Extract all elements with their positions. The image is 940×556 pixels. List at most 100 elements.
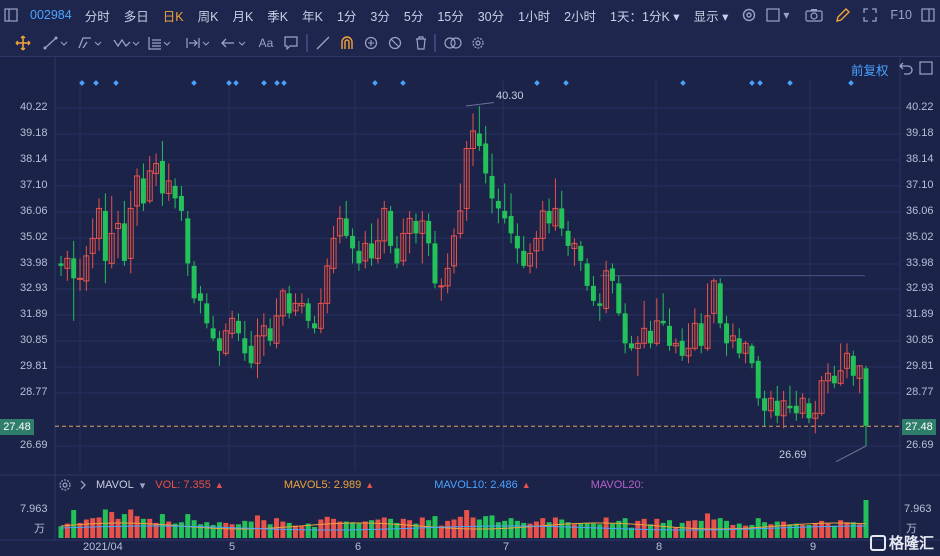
candle-body [653, 320, 660, 344]
hide-icon[interactable] [386, 34, 404, 52]
layout-icon[interactable] [921, 8, 935, 22]
crosshair-icon[interactable] [14, 34, 32, 52]
drawing-toolbar: Aa [0, 30, 940, 57]
chevron-down-icon[interactable]: ▾ [139, 479, 146, 492]
arrow-tool-icon[interactable] [220, 34, 250, 52]
period-tab[interactable]: 30分 [477, 9, 505, 24]
candle-body [622, 313, 628, 344]
interval-select[interactable]: 1天：1分K ▾ [603, 6, 687, 25]
date-tick-label: 2021/04 [83, 541, 123, 553]
candlestick-chart[interactable] [0, 57, 940, 556]
period-tab[interactable]: 季K [267, 9, 289, 24]
settings-icon[interactable] [741, 7, 757, 23]
candle-body [450, 235, 457, 267]
volume-bar [394, 522, 400, 538]
price-tick-label: 35.02 [906, 231, 934, 243]
magnet-icon[interactable] [338, 34, 356, 52]
period-tab[interactable]: 1小时 [518, 9, 551, 24]
candle-body [406, 217, 413, 234]
text-tool-icon[interactable]: Aa [258, 36, 274, 50]
high-pointer-line [465, 102, 495, 107]
volume-bar [502, 520, 508, 538]
period-tab[interactable]: 1分 [336, 9, 357, 24]
candle-body [273, 315, 280, 344]
chevron-down-icon[interactable]: ▾ [783, 8, 790, 22]
period-tab[interactable]: 5分 [403, 9, 424, 24]
period-tab[interactable]: 2小时 [564, 9, 597, 24]
volume-bar [109, 512, 115, 538]
event-marker-icon [400, 80, 406, 86]
ruler-icon[interactable] [314, 34, 332, 52]
candle-body [185, 218, 191, 264]
reset-icon[interactable] [919, 61, 933, 78]
settings-icon[interactable] [58, 478, 72, 492]
volume-bar [552, 517, 558, 538]
chevron-right-icon[interactable] [78, 479, 88, 491]
candle-body [533, 237, 540, 252]
candle-body [590, 285, 596, 301]
trash-icon[interactable] [412, 34, 430, 52]
volume-bar [730, 524, 736, 538]
candle-body [824, 372, 831, 382]
wave-tool-icon[interactable] [112, 34, 142, 52]
volume-bar [540, 518, 546, 538]
camera-icon[interactable] [805, 8, 823, 22]
price-tick-label: 29.81 [906, 360, 934, 372]
candle-body [603, 270, 610, 309]
current-price-tag-left: 27.48 [0, 419, 34, 435]
volume-bar [83, 519, 89, 538]
gear-icon[interactable] [469, 34, 487, 52]
price-tick-label: 37.10 [20, 179, 48, 191]
candle-body [115, 222, 122, 229]
period-tab[interactable]: 年K [302, 9, 323, 24]
fibonacci-tool-icon[interactable] [147, 34, 173, 52]
volume-bar [407, 520, 413, 538]
range-tool-icon[interactable] [185, 34, 213, 52]
low-pointer-line [835, 445, 867, 463]
sync-icon[interactable] [362, 34, 380, 52]
price-tick-label: 33.98 [20, 257, 48, 269]
event-marker-icon [233, 80, 239, 86]
indicator-select[interactable]: MAVOL [96, 479, 134, 491]
period-tab[interactable]: 日K [162, 9, 184, 24]
volume-bar [692, 520, 698, 538]
price-tick-label: 39.18 [20, 127, 48, 139]
price-tick-label: 28.77 [20, 386, 48, 398]
period-tab[interactable]: 月K [232, 9, 254, 24]
display-select[interactable]: 显示 ▾ [687, 6, 736, 25]
pencil-icon[interactable] [835, 7, 851, 23]
candle-body [495, 200, 501, 209]
fullscreen-icon[interactable] [863, 8, 878, 22]
adjust-button[interactable]: 前复权 [851, 64, 889, 78]
period-tab[interactable]: 15分 [437, 9, 464, 24]
volume-bar [90, 518, 96, 538]
candle-body [330, 237, 337, 269]
period-tab[interactable]: 多日 [123, 9, 149, 24]
candle-body [502, 210, 508, 219]
candle-body [818, 380, 825, 414]
volume-bar [705, 513, 711, 538]
channel-tool-icon[interactable] [76, 34, 104, 52]
event-marker-icon [534, 80, 540, 86]
window-icon[interactable] [4, 8, 18, 22]
f10-button[interactable]: F10 [890, 8, 912, 22]
comment-icon[interactable] [282, 34, 300, 52]
candle-body [799, 397, 806, 414]
candle-body [660, 320, 666, 324]
link-icon[interactable] [442, 34, 464, 52]
candle-body [806, 403, 812, 419]
period-tab[interactable]: 分时 [84, 9, 110, 24]
candle-body [641, 327, 648, 344]
candle-body [210, 328, 216, 339]
volume-bar [831, 525, 837, 538]
volume-bar [495, 522, 501, 538]
undo-icon[interactable] [899, 61, 913, 78]
period-tab[interactable]: 周K [197, 9, 219, 24]
candle-body [248, 345, 254, 364]
candle-body [336, 217, 343, 237]
period-tab[interactable]: 3分 [370, 9, 390, 24]
volume-bar [324, 516, 330, 538]
checkbox-icon[interactable] [766, 8, 780, 22]
stock-code[interactable]: 002984 [30, 8, 72, 22]
line-tool-icon[interactable] [42, 34, 70, 52]
